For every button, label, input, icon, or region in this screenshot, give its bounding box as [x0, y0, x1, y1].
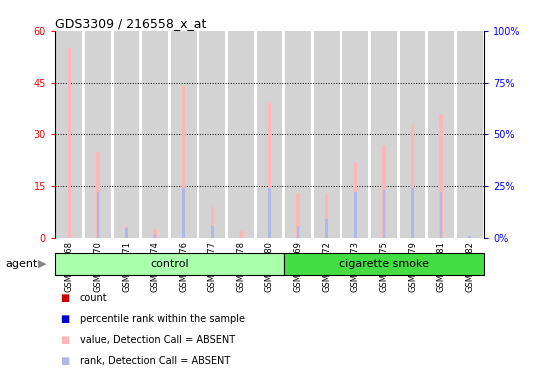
- Bar: [125, 226, 128, 238]
- Bar: [411, 188, 414, 238]
- Text: ■: ■: [60, 314, 70, 324]
- Bar: [457, 31, 482, 238]
- Bar: [343, 31, 368, 238]
- Text: count: count: [80, 293, 107, 303]
- Bar: [469, 236, 471, 238]
- Bar: [428, 31, 454, 238]
- Bar: [211, 207, 214, 238]
- Bar: [400, 31, 425, 238]
- Bar: [154, 234, 156, 238]
- Bar: [354, 162, 357, 238]
- Bar: [153, 230, 157, 238]
- Text: GDS3309 / 216558_x_at: GDS3309 / 216558_x_at: [55, 17, 206, 30]
- Text: ■: ■: [60, 356, 70, 366]
- Bar: [125, 228, 128, 238]
- Bar: [257, 31, 282, 238]
- Bar: [439, 114, 443, 238]
- Bar: [96, 152, 100, 238]
- Bar: [325, 193, 328, 238]
- Bar: [268, 188, 271, 238]
- FancyBboxPatch shape: [55, 253, 284, 275]
- Text: ▶: ▶: [39, 259, 47, 269]
- Bar: [57, 31, 82, 238]
- Bar: [297, 226, 299, 238]
- FancyBboxPatch shape: [284, 253, 484, 275]
- Bar: [183, 188, 185, 238]
- Text: ■: ■: [60, 335, 70, 345]
- Bar: [85, 31, 111, 238]
- Bar: [411, 124, 414, 238]
- Text: value, Detection Call = ABSENT: value, Detection Call = ABSENT: [80, 335, 235, 345]
- Bar: [268, 103, 271, 238]
- Bar: [200, 31, 225, 238]
- Text: cigarette smoke: cigarette smoke: [339, 259, 429, 269]
- Bar: [354, 192, 356, 238]
- Bar: [97, 192, 99, 238]
- Bar: [68, 48, 71, 238]
- Text: control: control: [150, 259, 189, 269]
- Bar: [326, 219, 328, 238]
- Bar: [314, 31, 339, 238]
- Bar: [211, 226, 213, 238]
- Text: percentile rank within the sample: percentile rank within the sample: [80, 314, 245, 324]
- Text: agent: agent: [6, 259, 38, 269]
- Bar: [228, 31, 254, 238]
- Bar: [114, 31, 139, 238]
- Bar: [440, 192, 442, 238]
- Bar: [383, 190, 385, 238]
- Bar: [182, 86, 185, 238]
- Bar: [171, 31, 196, 238]
- Bar: [142, 31, 168, 238]
- Bar: [371, 31, 397, 238]
- Text: ■: ■: [60, 293, 70, 303]
- Bar: [468, 236, 471, 238]
- Text: rank, Detection Call = ABSENT: rank, Detection Call = ABSENT: [80, 356, 230, 366]
- Bar: [285, 31, 311, 238]
- Bar: [239, 231, 243, 238]
- Bar: [382, 145, 386, 238]
- Bar: [296, 193, 300, 238]
